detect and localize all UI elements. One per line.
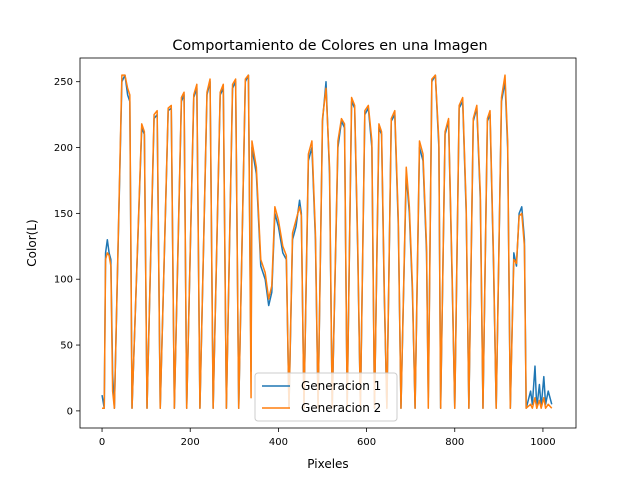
chart-title: Comportamiento de Colores en una Imagen xyxy=(172,38,487,54)
x-tick-label: 1000 xyxy=(530,437,555,448)
x-tick-label: 600 xyxy=(357,437,376,448)
y-tick-label: 250 xyxy=(54,77,73,88)
y-tick-label: 50 xyxy=(60,341,73,352)
x-tick-label: 800 xyxy=(445,437,464,448)
x-axis: 0 200 400 600 800 1000 xyxy=(99,428,556,448)
y-tick-label: 100 xyxy=(54,275,73,286)
y-tick-label: 150 xyxy=(54,209,73,220)
x-tick-label: 0 xyxy=(99,437,105,448)
legend-label-generacion-2: Generacion 2 xyxy=(301,401,381,415)
plot-area xyxy=(101,74,553,409)
y-axis-label: Color(L) xyxy=(25,219,39,266)
x-tick-label: 200 xyxy=(181,437,200,448)
x-axis-label: Pixeles xyxy=(307,457,348,471)
y-tick-label: 200 xyxy=(54,143,73,154)
axes-frame xyxy=(79,57,577,429)
legend-frame xyxy=(254,372,398,422)
x-tick-label: 400 xyxy=(269,437,288,448)
legend-label-generacion-1: Generacion 1 xyxy=(301,379,381,393)
y-tick-label: 0 xyxy=(67,406,73,417)
y-axis: 0 50 100 150 200 250 xyxy=(54,77,80,417)
series-line-2 xyxy=(102,74,553,409)
legend: Generacion 1 Generacion 2 xyxy=(254,372,398,422)
